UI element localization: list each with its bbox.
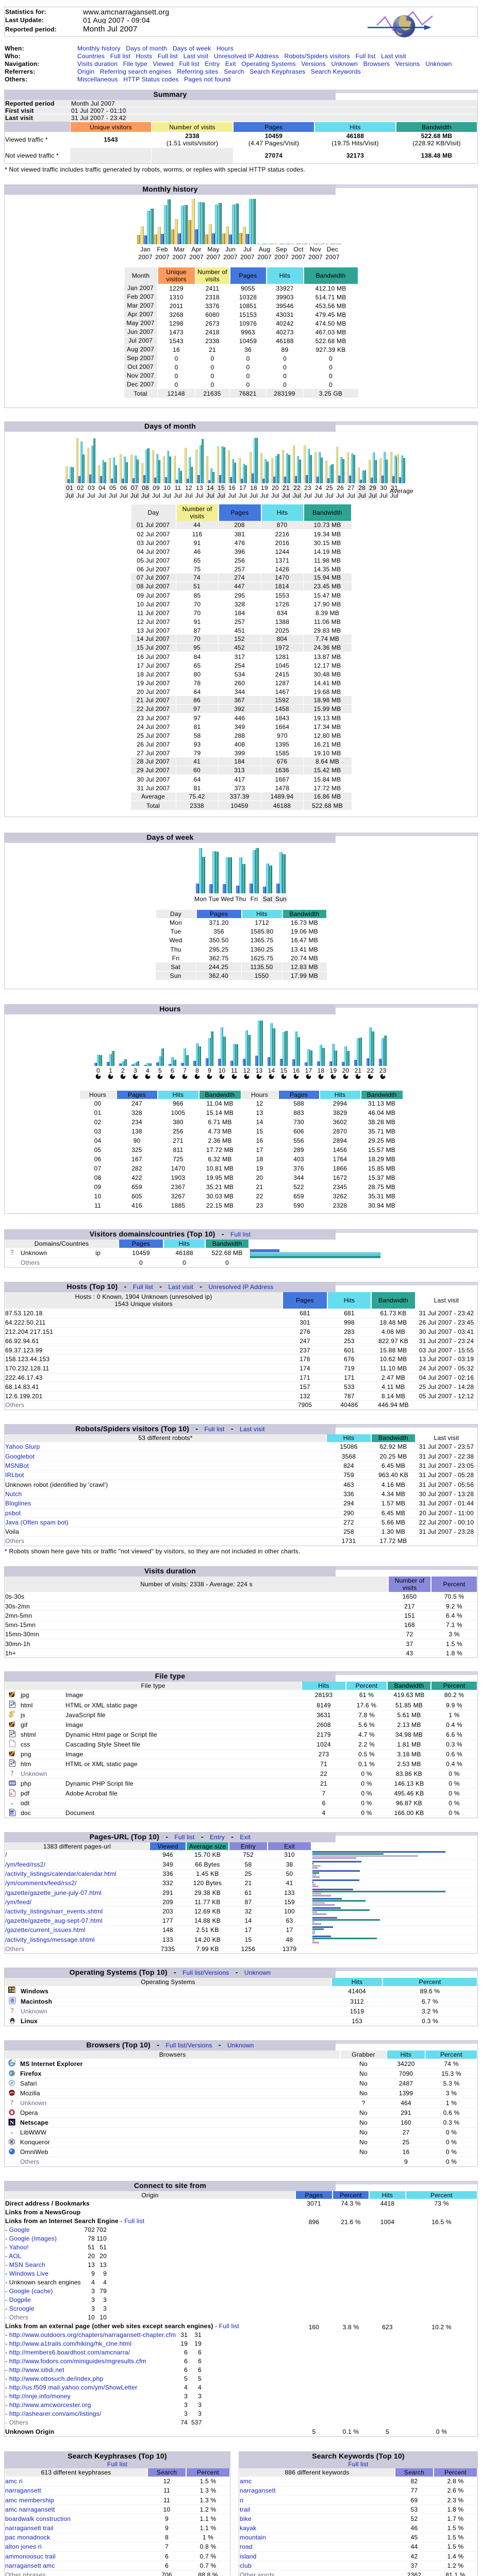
svg-text:W: W bbox=[10, 1811, 14, 1815]
svg-text:K: K bbox=[10, 2139, 14, 2144]
svg-text:A: A bbox=[10, 1793, 12, 1796]
svg-text:PHP: PHP bbox=[9, 1782, 15, 1785]
svg-text:N: N bbox=[10, 2119, 14, 2126]
